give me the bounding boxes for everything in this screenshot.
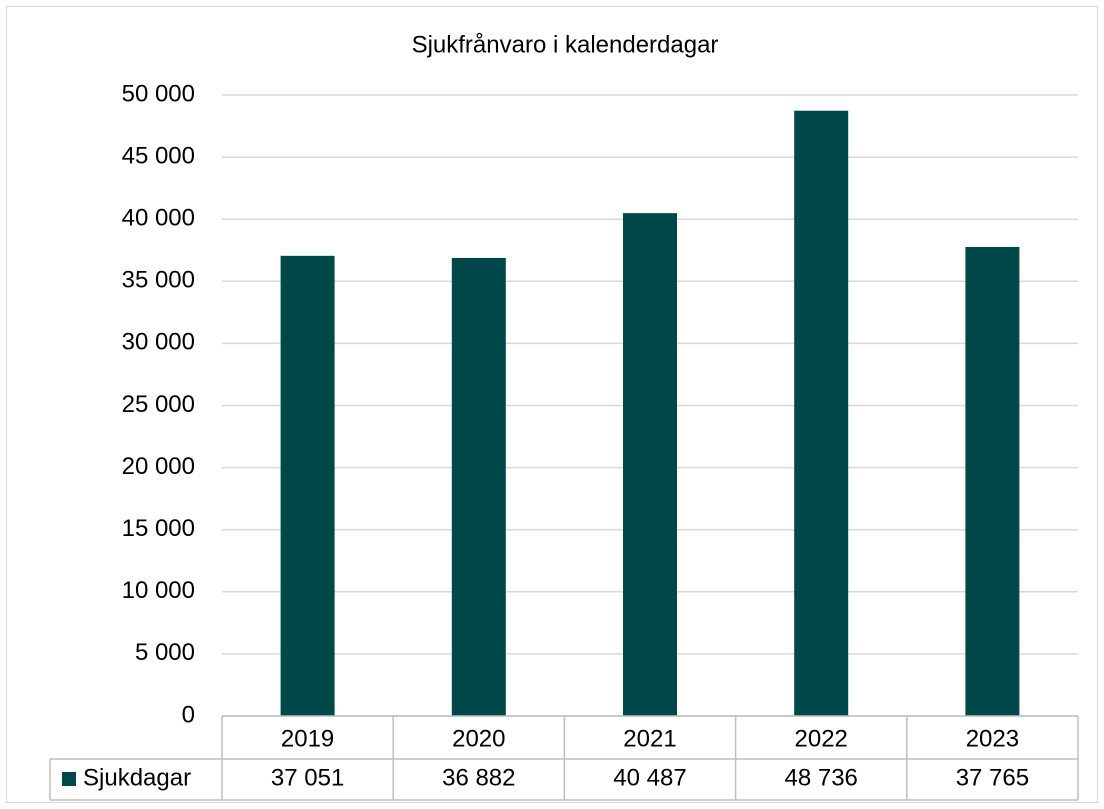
- legend-label: Sjukdagar: [83, 764, 191, 791]
- y-tick-label: 20 000: [122, 453, 195, 480]
- x-tick-label: 2023: [966, 725, 1019, 752]
- x-tick-label: 2020: [452, 725, 505, 752]
- x-tick-label: 2022: [795, 725, 848, 752]
- y-tick-label: 45 000: [122, 142, 195, 169]
- chart-title: Sjukfrånvaro i kalenderdagar: [412, 31, 719, 58]
- x-tick-label: 2021: [623, 725, 676, 752]
- legend-key: [62, 772, 76, 786]
- table-value: 48 736: [784, 764, 857, 791]
- y-tick-label: 5 000: [135, 639, 195, 666]
- bar: [623, 213, 677, 716]
- y-tick-label: 50 000: [122, 80, 195, 107]
- bar: [280, 255, 335, 716]
- y-tick-label: 40 000: [122, 205, 195, 232]
- x-tick-label: 2019: [281, 725, 334, 752]
- y-tick-label: 0: [182, 701, 195, 728]
- chart-border: [6, 6, 1098, 803]
- table-value: 37 765: [956, 764, 1029, 791]
- table-value: 37 051: [271, 764, 344, 791]
- y-tick-label: 10 000: [122, 577, 195, 604]
- bar: [451, 257, 506, 716]
- table-value: 40 487: [613, 764, 686, 791]
- bar: [965, 246, 1020, 717]
- bar: [794, 110, 849, 717]
- y-tick-label: 25 000: [122, 391, 195, 418]
- y-tick-label: 15 000: [122, 515, 195, 542]
- table-value: 36 882: [442, 764, 515, 791]
- y-tick-label: 35 000: [122, 267, 195, 294]
- y-tick-label: 30 000: [122, 329, 195, 356]
